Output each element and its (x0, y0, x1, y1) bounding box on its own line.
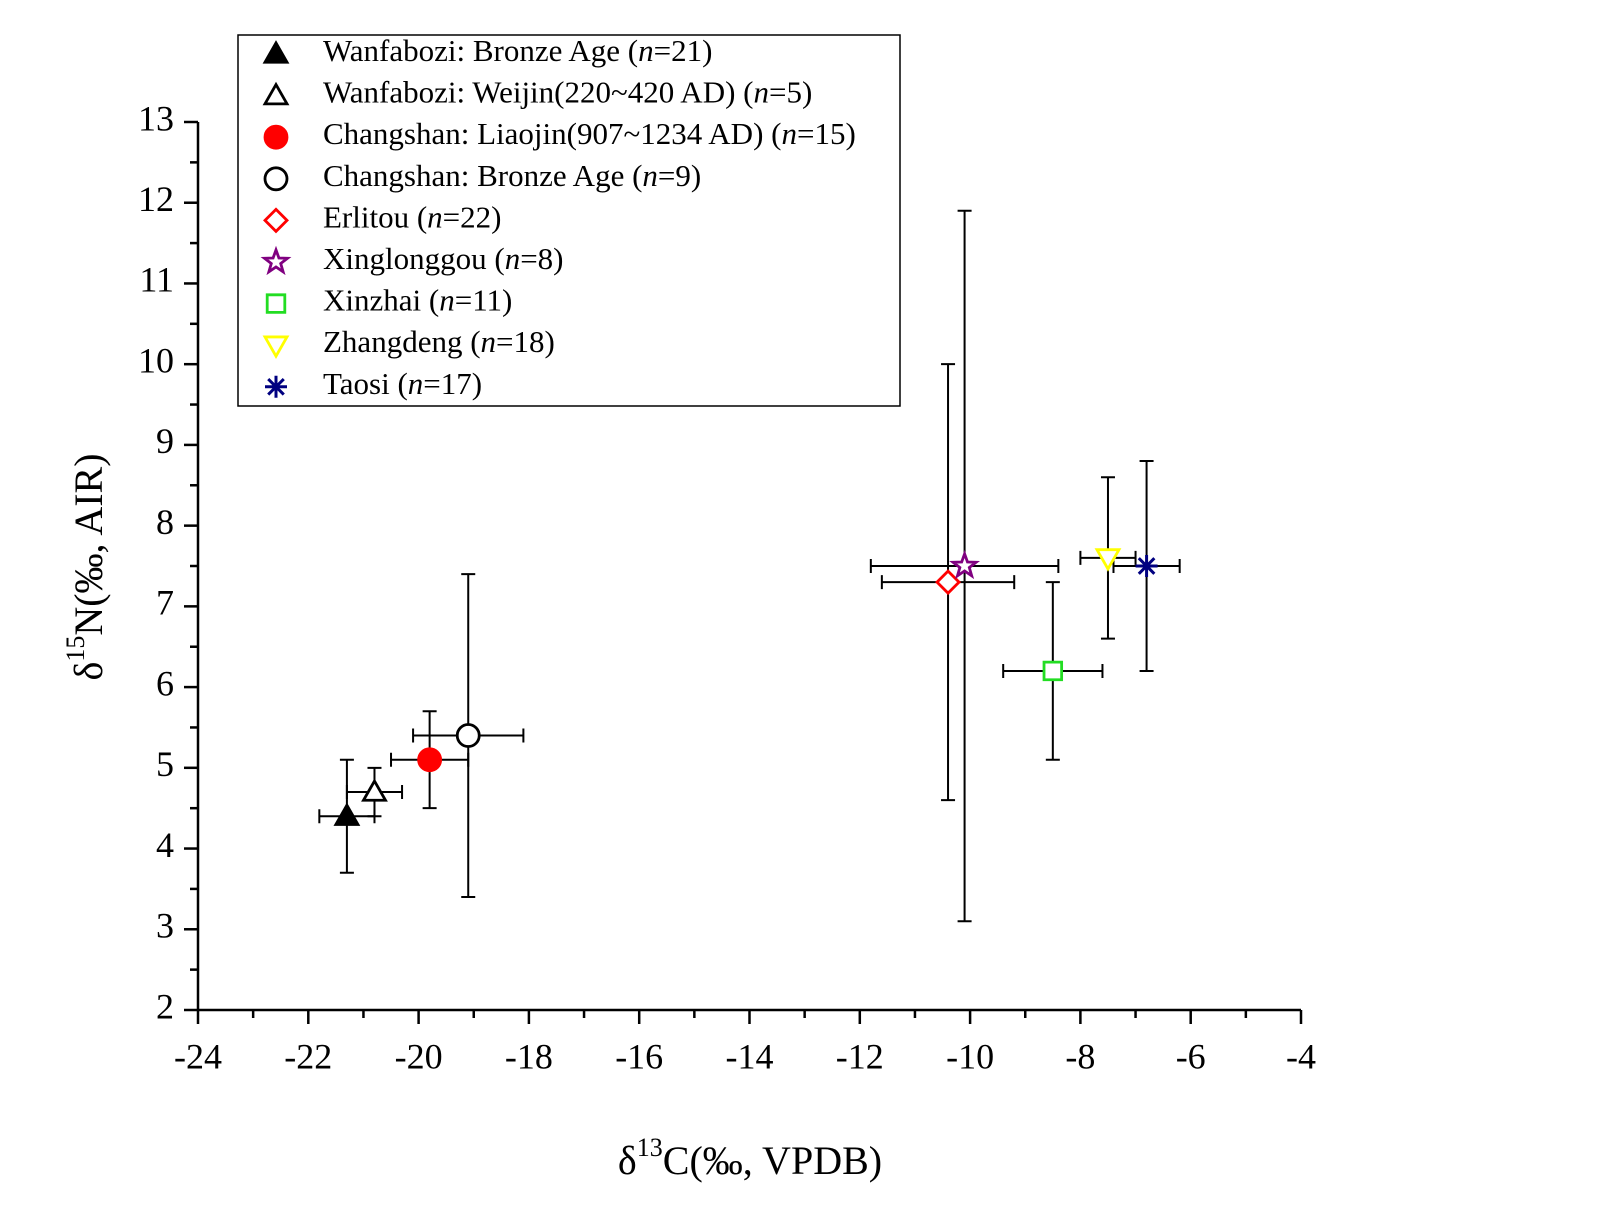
y-axis-label: δ15N(‰, AIR) (61, 453, 111, 680)
point (1135, 555, 1158, 577)
y-tick-label: 12 (138, 179, 174, 219)
y-tick-label: 3 (156, 906, 174, 946)
x-tick-label: -8 (1065, 1036, 1095, 1076)
legend-marker (260, 245, 292, 276)
x-axis-label: δ13C(‰, VPDB) (618, 1133, 882, 1183)
point (1042, 660, 1064, 682)
legend-marker (263, 207, 289, 234)
point (455, 723, 481, 748)
legend-label: Changshan: Bronze Age (n=9) (323, 158, 701, 193)
legend-marker (263, 124, 289, 150)
point (949, 549, 981, 580)
legend-marker (263, 166, 289, 192)
legend-label: Zhangdeng (n=18) (323, 324, 555, 359)
legend-label: Xinglonggou (n=8) (323, 241, 564, 276)
legend-label: Changshan: Liaojin(907~1234 AD) (n=15) (323, 116, 856, 151)
point (361, 778, 388, 802)
x-tick-label: -6 (1176, 1036, 1206, 1076)
point (417, 747, 443, 773)
x-tick-label: -4 (1286, 1036, 1316, 1076)
point (333, 802, 361, 826)
point (935, 569, 962, 596)
y-tick-label: 10 (138, 340, 174, 380)
y-tick-label: 5 (156, 744, 174, 784)
x-tick-label: -12 (836, 1036, 884, 1076)
legend-label: Xinzhai (n=11) (323, 283, 512, 318)
x-tick-label: -16 (615, 1036, 663, 1076)
y-tick-label: 9 (156, 421, 174, 461)
y-tick-label: 11 (139, 260, 174, 300)
legend-marker (265, 293, 287, 314)
legend-marker (262, 335, 290, 360)
legend-marker (265, 375, 287, 398)
legend-label: Wanfabozi: Weijin(220~420 AD) (n=5) (323, 75, 812, 110)
x-tick-label: -10 (946, 1036, 994, 1076)
y-tick-label: 2 (156, 986, 174, 1026)
legend-box (237, 34, 901, 407)
x-tick-label: -20 (395, 1036, 443, 1076)
y-tick-label: 6 (156, 663, 174, 703)
y-tick-label: 7 (156, 583, 174, 623)
x-tick-label: -24 (174, 1036, 222, 1076)
x-tick-label: -22 (284, 1036, 332, 1076)
legend-label: Taosi (n=17) (323, 366, 482, 401)
legend-marker (262, 40, 290, 64)
y-tick-label: 13 (138, 98, 174, 138)
legend-label: Erlitou (n=22) (323, 200, 501, 235)
y-tick-label: 4 (156, 825, 174, 865)
legend-label: Wanfabozi: Bronze Age (n=21) (323, 33, 712, 68)
y-tick-label: 8 (156, 502, 174, 542)
x-tick-label: -14 (726, 1036, 774, 1076)
point (1094, 548, 1122, 572)
legend-marker (262, 81, 290, 106)
x-tick-label: -18 (505, 1036, 553, 1076)
